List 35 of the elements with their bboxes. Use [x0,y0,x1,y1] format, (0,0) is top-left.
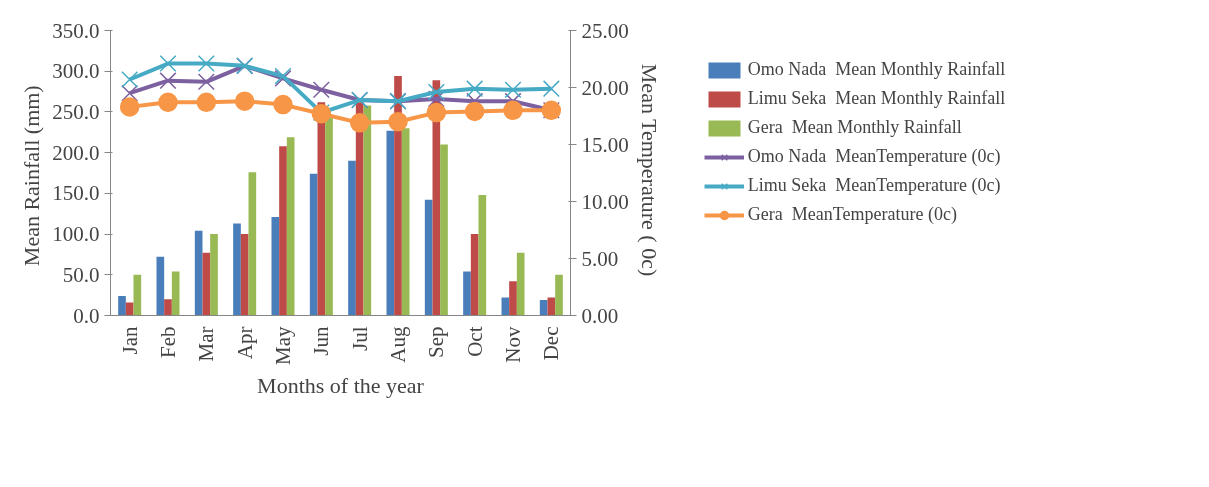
x-tick-label: Feb [156,326,180,358]
y-tick-label: 350.0 [52,18,100,43]
x-axis-title: Months of the year [257,372,425,398]
x-tick-label: Jul [347,326,372,352]
y-tick-label: 100.0 [52,222,100,247]
y2-tick-label: 5.00 [581,246,619,271]
y2-tick-label: 25.00 [581,18,629,43]
x-tick-label: Aug [386,326,410,363]
y-tick-label: 150.0 [52,181,100,206]
y-tick-label: 0.0 [73,303,100,328]
x-tick-label: Nov [501,326,525,363]
y-tick-label: 300.0 [52,59,100,84]
y2-axis-title: Mean Temperature ( 0c) [636,63,662,277]
x-tick-label: Oct [462,326,487,357]
legend-label: Omo Nada Mean Monthly Rainfall [747,59,1006,80]
x-tick-label: Apr [232,326,257,360]
legend-label: Omo Nada MeanTemperature (0c) [747,146,1001,167]
x-tick-label: Dec [539,326,564,361]
legend-label: Gera Mean Monthly Rainfall [747,117,962,138]
x-tick-label: Sep [424,326,449,358]
y2-tick-label: 0.00 [581,303,619,328]
legend-label: Limu Seka Mean Monthly Rainfall [747,88,1006,109]
legend-label: Limu Seka MeanTemperature (0c) [747,175,1001,196]
y-tick-label: 250.0 [52,99,100,124]
x-tick-label: Jan [117,326,142,355]
y-axis-title: Mean Rainfall (mm) [19,85,45,267]
x-tick-label: Jun [309,326,334,356]
y2-tick-label: 15.00 [581,132,629,157]
y2-tick-label: 10.00 [581,189,629,214]
y-tick-label: 50.0 [62,262,100,287]
y2-tick-label: 20.00 [581,75,629,100]
x-tick-label: May [271,326,295,365]
y-tick-label: 200.0 [52,140,100,165]
x-tick-label: Mar [194,326,219,362]
legend-label: Gera MeanTemperature (0c) [747,204,957,225]
